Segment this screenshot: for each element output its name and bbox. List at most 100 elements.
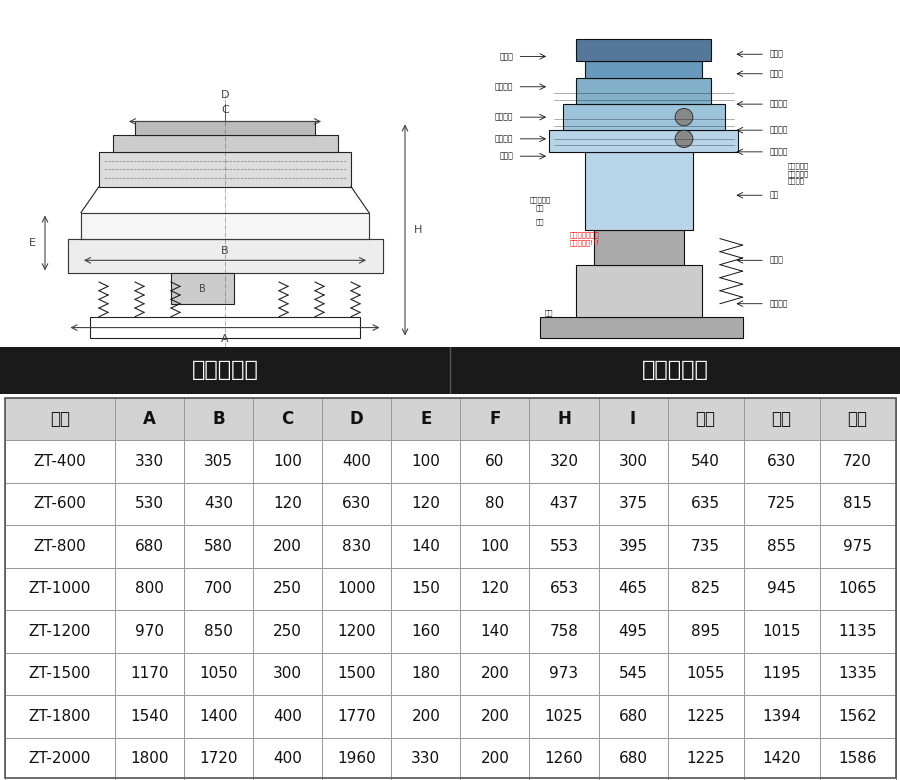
Bar	[820, 653, 896, 695]
Text: 140: 140	[411, 539, 440, 554]
Text: B: B	[199, 283, 206, 293]
Bar	[820, 483, 896, 525]
Bar	[4, 610, 115, 653]
Bar	[450, 347, 900, 394]
Text: 1540: 1540	[130, 709, 169, 724]
Text: 973: 973	[549, 666, 579, 682]
Text: 495: 495	[618, 624, 647, 639]
Text: 825: 825	[691, 581, 720, 597]
Bar	[135, 122, 315, 134]
Text: 筛网法兰: 筛网法兰	[494, 134, 513, 144]
Bar	[820, 610, 896, 653]
Text: ZT-600: ZT-600	[33, 496, 86, 512]
Bar	[68, 239, 382, 273]
Text: 200: 200	[481, 666, 509, 682]
Text: C: C	[282, 410, 293, 428]
Bar	[668, 525, 743, 568]
Bar	[529, 695, 598, 738]
Text: 弹簧: 弹簧	[536, 218, 544, 225]
Bar	[598, 568, 668, 610]
Text: 顶部框架: 顶部框架	[770, 100, 788, 108]
Text: ZT-2000: ZT-2000	[29, 751, 91, 766]
Text: 320: 320	[550, 454, 579, 469]
Text: ZT-1800: ZT-1800	[29, 709, 91, 724]
Text: D: D	[220, 90, 230, 100]
Bar	[461, 398, 529, 440]
Bar	[743, 695, 820, 738]
Text: 630: 630	[342, 496, 372, 512]
Bar	[668, 568, 743, 610]
Bar	[184, 440, 253, 483]
Text: 100: 100	[411, 454, 440, 469]
Bar	[392, 525, 461, 568]
Text: 530: 530	[135, 496, 164, 512]
Text: 三层: 三层	[848, 410, 868, 428]
Text: 160: 160	[411, 624, 440, 639]
Bar	[529, 610, 598, 653]
Bar	[461, 483, 529, 525]
Bar	[820, 695, 896, 738]
Bar	[4, 653, 115, 695]
Bar	[392, 653, 461, 695]
Text: 60: 60	[485, 454, 505, 469]
Bar	[4, 738, 115, 780]
Bar	[253, 483, 322, 525]
Bar	[820, 525, 896, 568]
Bar	[549, 130, 738, 152]
Bar	[529, 568, 598, 610]
Text: 140: 140	[481, 624, 509, 639]
Bar	[598, 695, 668, 738]
Bar	[0, 347, 450, 394]
Bar	[820, 738, 896, 780]
Bar	[576, 264, 702, 317]
Text: 120: 120	[411, 496, 440, 512]
Bar	[598, 398, 668, 440]
Text: 型号: 型号	[50, 410, 70, 428]
Text: 758: 758	[550, 624, 579, 639]
Text: 电动机: 电动机	[770, 256, 783, 265]
Text: 橡胶球: 橡胶球	[500, 151, 513, 161]
Bar	[184, 398, 253, 440]
Text: 1065: 1065	[838, 581, 877, 597]
Text: 1260: 1260	[544, 751, 583, 766]
Text: 300: 300	[618, 454, 647, 469]
Bar	[4, 525, 115, 568]
Bar	[322, 610, 392, 653]
Text: 球形清洁板
绕外重锤板
上部重锤: 球形清洁板 绕外重锤板 上部重锤	[788, 163, 809, 184]
Text: 1400: 1400	[200, 709, 238, 724]
Text: 635: 635	[691, 496, 720, 512]
Bar	[743, 440, 820, 483]
Bar	[171, 273, 234, 303]
Bar	[184, 525, 253, 568]
Bar	[529, 398, 598, 440]
Bar	[81, 213, 369, 239]
Bar	[4, 440, 115, 483]
Text: 815: 815	[843, 496, 872, 512]
Bar	[115, 695, 184, 738]
Bar	[598, 738, 668, 780]
Bar	[253, 695, 322, 738]
Circle shape	[675, 108, 693, 126]
Text: H: H	[557, 410, 571, 428]
Bar	[820, 398, 896, 440]
Bar	[184, 653, 253, 695]
Bar	[184, 695, 253, 738]
Text: 330: 330	[411, 751, 440, 766]
Bar	[322, 653, 392, 695]
Text: 200: 200	[481, 709, 509, 724]
Text: ZT-800: ZT-800	[33, 539, 86, 554]
Text: 1720: 1720	[200, 751, 238, 766]
Bar	[594, 230, 684, 264]
Bar	[115, 568, 184, 610]
Bar	[4, 483, 115, 525]
Bar	[461, 738, 529, 780]
Bar	[115, 398, 184, 440]
Bar	[253, 398, 322, 440]
Text: 680: 680	[618, 709, 647, 724]
Text: 975: 975	[843, 539, 872, 554]
Text: ZT-1200: ZT-1200	[29, 624, 91, 639]
Text: 1800: 1800	[130, 751, 169, 766]
Text: 压紧环: 压紧环	[770, 69, 783, 78]
Bar	[392, 440, 461, 483]
Bar	[184, 738, 253, 780]
